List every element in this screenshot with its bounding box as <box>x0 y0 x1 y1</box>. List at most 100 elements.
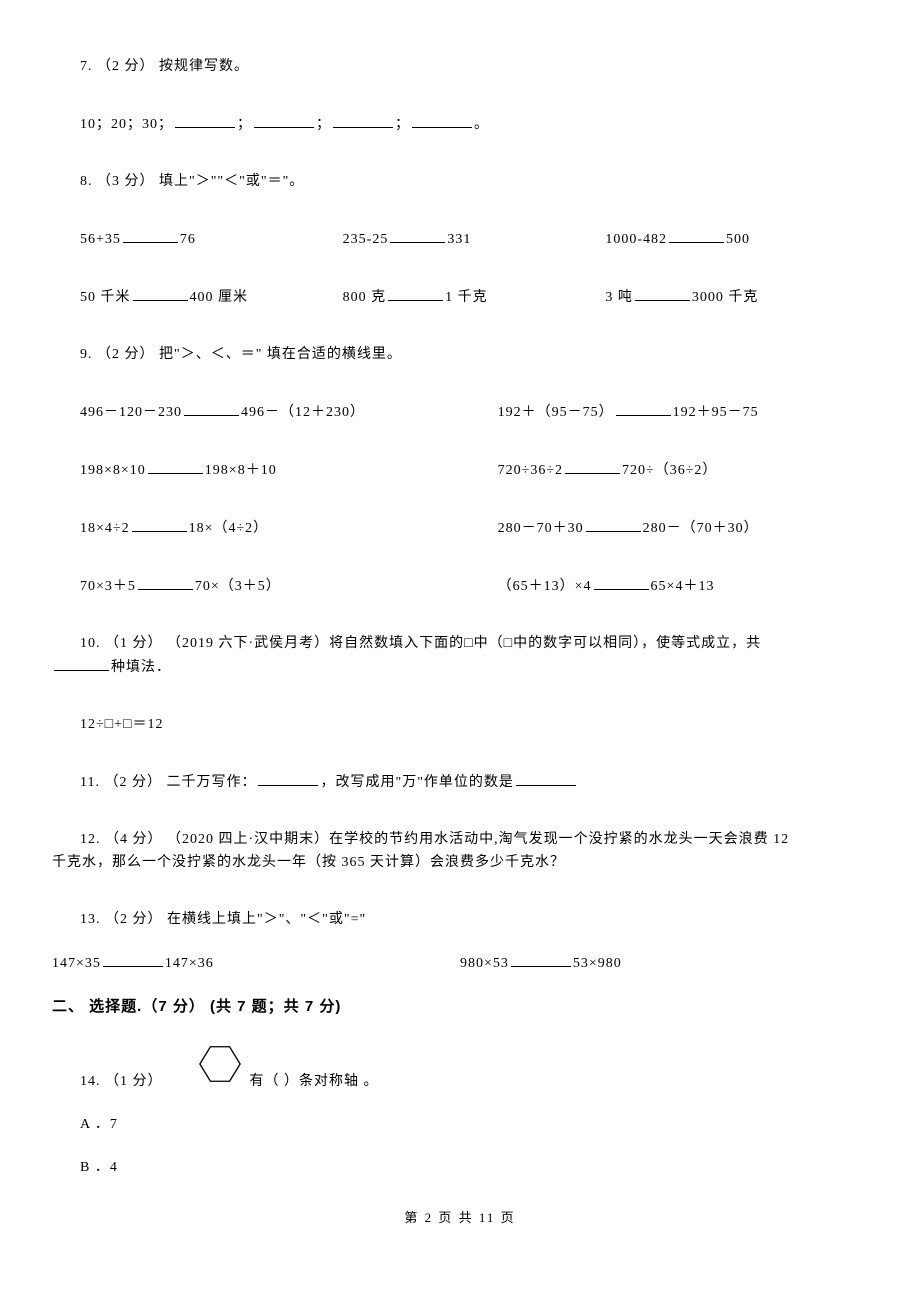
q9-left: 70×3＋5 70×（3＋5） <box>52 575 498 597</box>
q7-sequence: 10；20；30；；；；。 <box>52 113 868 135</box>
fill-blank[interactable] <box>123 228 178 243</box>
expr: 235-25 <box>343 232 389 247</box>
text: 11. （2 分） 二千万写作： <box>80 775 256 790</box>
q9-right: 720÷36÷2 720÷（36÷2） <box>498 459 868 481</box>
val: 720÷（36÷2） <box>622 463 717 478</box>
fill-blank[interactable] <box>54 656 109 671</box>
fill-blank[interactable] <box>184 401 239 416</box>
val: 53×980 <box>573 956 622 971</box>
val: 496－（12＋230） <box>241 405 365 420</box>
fill-blank[interactable] <box>175 113 235 128</box>
q14-option-b[interactable]: B ．4 <box>52 1157 868 1178</box>
expr: 70×3＋5 <box>80 579 136 594</box>
q9-title: 9. （2 分） 把"＞、＜、＝" 填在合适的横线里。 <box>52 344 868 365</box>
q13-a: 147×35 147×36 <box>52 952 460 974</box>
val: 331 <box>447 232 471 247</box>
val: 18×（4÷2） <box>189 521 269 536</box>
expr: 1000-482 <box>605 232 667 247</box>
q14-stem: 14. （1 分） 有（ ）条对称轴 。 <box>52 1043 868 1092</box>
val: 1 千克 <box>445 290 488 305</box>
q9-left: 198×8×10 198×8＋10 <box>52 459 498 481</box>
q8-title: 8. （3 分） 填上"＞""＜"或"＝"。 <box>52 171 868 192</box>
fill-blank[interactable] <box>516 771 576 786</box>
text: 种填法． <box>111 660 171 675</box>
val: 147×36 <box>165 956 214 971</box>
q10-line2: 种填法． <box>52 656 868 678</box>
q10-equation: 12÷□+□＝12 <box>52 714 868 735</box>
q9-row: 496－120－230496－（12＋230） 192＋（95－75）192＋9… <box>52 401 868 423</box>
q10-line1: 10. （1 分） （2019 六下·武侯月考）将自然数填入下面的□中（□中的数… <box>52 633 868 654</box>
q9-right: 192＋（95－75）192＋95－75 <box>498 401 868 423</box>
q9-row: 18×4÷2 18×（4÷2） 280－70＋30280－（70＋30） <box>52 517 868 539</box>
expr: 980×53 <box>460 956 509 971</box>
q9-left: 496－120－230496－（12＋230） <box>52 401 498 423</box>
fill-blank[interactable] <box>390 228 445 243</box>
q12: 12. （4 分） （2020 四上·汉中期末）在学校的节约用水活动中,淘气发现… <box>52 829 868 873</box>
fill-blank[interactable] <box>254 113 314 128</box>
fill-blank[interactable] <box>133 286 188 301</box>
fill-blank[interactable] <box>412 113 472 128</box>
q8-r1-a: 56+35 76 <box>52 228 343 250</box>
val: 400 厘米 <box>190 290 249 305</box>
fill-blank[interactable] <box>511 952 571 967</box>
fill-blank[interactable] <box>258 771 318 786</box>
q8-row2: 50 千米 400 厘米 800 克 1 千克 3 吨 3000 千克 <box>52 286 868 308</box>
text: 有（ ）条对称轴 。 <box>250 1074 379 1089</box>
hexagon-icon <box>169 1043 243 1092</box>
q9-row: 198×8×10 198×8＋10 720÷36÷2 720÷（36÷2） <box>52 459 868 481</box>
hexagon-svg <box>197 1043 243 1085</box>
val: 3000 千克 <box>692 290 759 305</box>
expr: 147×35 <box>52 956 101 971</box>
exam-page: 7. （2 分） 按规律写数。 10；20；30；；；；。 8. （3 分） 填… <box>0 0 920 1247</box>
q9-right: （65＋13）×4 65×4＋13 <box>498 575 868 597</box>
fill-blank[interactable] <box>669 228 724 243</box>
fill-blank[interactable] <box>132 517 187 532</box>
expr: 198×8×10 <box>80 463 146 478</box>
expr: （65＋13）×4 <box>498 579 592 594</box>
q7-title: 7. （2 分） 按规律写数。 <box>52 56 868 77</box>
q13-b: 980×53 53×980 <box>460 952 868 974</box>
q8-r1-b: 235-25 331 <box>343 228 606 250</box>
fill-blank[interactable] <box>103 952 163 967</box>
q11: 11. （2 分） 二千万写作：，改写成用"万"作单位的数是 <box>52 771 868 793</box>
fill-blank[interactable] <box>635 286 690 301</box>
q9-right: 280－70＋30280－（70＋30） <box>498 517 868 539</box>
q7-prefix: 10；20；30； <box>80 117 173 132</box>
fill-blank[interactable] <box>138 575 193 590</box>
fill-blank[interactable] <box>565 459 620 474</box>
q9-left: 18×4÷2 18×（4÷2） <box>52 517 498 539</box>
expr: 18×4÷2 <box>80 521 130 536</box>
val: 500 <box>726 232 750 247</box>
expr: 280－70＋30 <box>498 521 584 536</box>
val: 65×4＋13 <box>651 579 715 594</box>
q13-title: 13. （2 分） 在横线上填上"＞"、"＜"或"=" <box>52 909 868 930</box>
q14-option-a[interactable]: A ．7 <box>52 1114 868 1135</box>
val: 76 <box>180 232 196 247</box>
fill-blank[interactable] <box>616 401 671 416</box>
fill-blank[interactable] <box>333 113 393 128</box>
q13-row: 147×35 147×36 980×53 53×980 <box>52 952 868 974</box>
q8-r2-b: 800 克 1 千克 <box>343 286 606 308</box>
q10: 10. （1 分） （2019 六下·武侯月考）将自然数填入下面的□中（□中的数… <box>52 633 868 678</box>
q9-row: 70×3＋5 70×（3＋5） （65＋13）×4 65×4＋13 <box>52 575 868 597</box>
q7-tail: 。 <box>474 117 489 132</box>
fill-blank[interactable] <box>586 517 641 532</box>
val: 198×8＋10 <box>205 463 277 478</box>
q8-row1: 56+35 76 235-25 331 1000-482 500 <box>52 228 868 250</box>
text: 14. （1 分） <box>80 1074 163 1089</box>
q12-line1: 12. （4 分） （2020 四上·汉中期末）在学校的节约用水活动中,淘气发现… <box>52 829 868 850</box>
val: 70×（3＋5） <box>195 579 281 594</box>
fill-blank[interactable] <box>594 575 649 590</box>
page-footer: 第 2 页 共 11 页 <box>52 1208 868 1228</box>
expr: 192＋（95－75） <box>498 405 614 420</box>
fill-blank[interactable] <box>388 286 443 301</box>
expr: 720÷36÷2 <box>498 463 563 478</box>
expr: 50 千米 <box>80 290 131 305</box>
expr: 56+35 <box>80 232 121 247</box>
expr: 800 克 <box>343 290 387 305</box>
expr: 3 吨 <box>605 290 633 305</box>
section-2-heading: 二、 选择题.（7 分） (共 7 题；共 7 分) <box>52 996 868 1019</box>
fill-blank[interactable] <box>148 459 203 474</box>
q8-r1-c: 1000-482 500 <box>605 228 868 250</box>
q8-r2-a: 50 千米 400 厘米 <box>52 286 343 308</box>
